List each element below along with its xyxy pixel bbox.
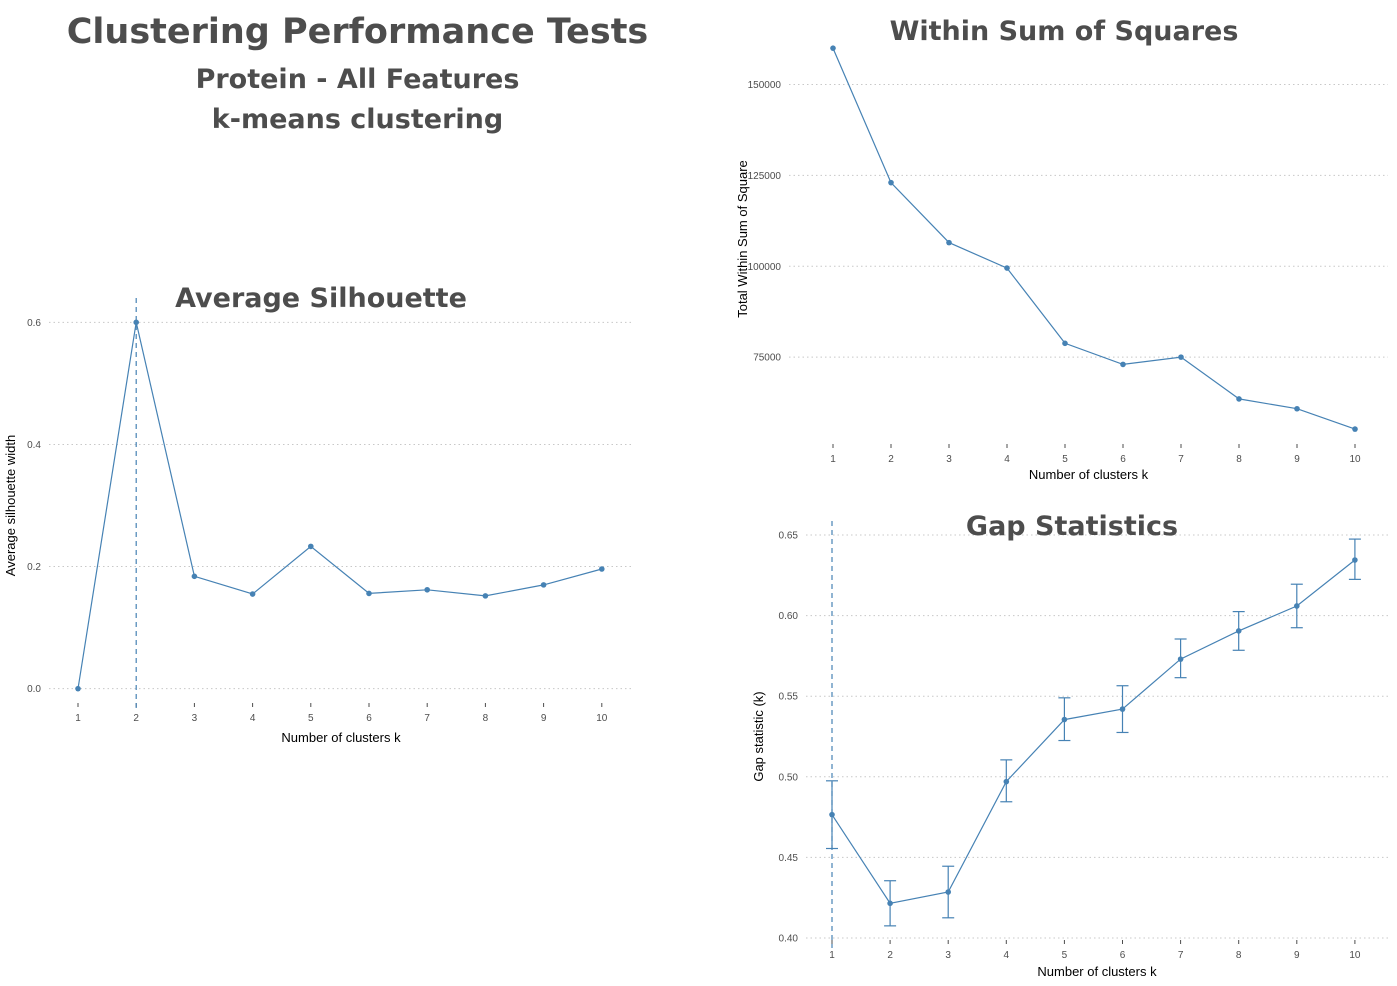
gap-x-axis-label: Number of clusters k bbox=[1037, 964, 1157, 979]
silhouette-data-point bbox=[133, 319, 139, 326]
silhouette-data-point bbox=[191, 573, 198, 580]
wss-xtick-label: 8 bbox=[1236, 454, 1242, 465]
silhouette-xtick-label: 2 bbox=[133, 713, 139, 724]
gap-y-axis-label: Gap statistic (k) bbox=[751, 691, 766, 781]
silhouette-x-axis-label: Number of clusters k bbox=[281, 730, 401, 745]
gap-xtick-label: 1 bbox=[829, 950, 835, 961]
gap-data-point bbox=[1294, 603, 1300, 609]
wss-data-point bbox=[1352, 426, 1358, 432]
gap-xtick-label: 4 bbox=[1004, 950, 1010, 961]
wss-series-line bbox=[832, 47, 1356, 430]
gap-title: Gap Statistics bbox=[966, 511, 1178, 542]
silhouette-xtick-label: 5 bbox=[308, 713, 314, 724]
gap-series-line bbox=[831, 559, 1356, 904]
silhouette-title: Average Silhouette bbox=[175, 283, 467, 314]
silhouette-data-point bbox=[249, 591, 256, 597]
gap-data-point bbox=[1235, 628, 1242, 634]
wss-chart: 75000 100000 125000 150000 1 2 3 4 5 6 7 8 9 10 Within… bbox=[735, 16, 1388, 482]
silhouette-xtick-label: 4 bbox=[250, 713, 256, 724]
page-title: Clustering Performance Tests bbox=[66, 12, 649, 52]
wss-xtick-label: 9 bbox=[1294, 454, 1300, 465]
gap-xtick-label: 3 bbox=[945, 950, 951, 961]
wss-data-point bbox=[1062, 340, 1068, 347]
silhouette-xtick-label: 6 bbox=[366, 713, 372, 724]
silhouette-data-point bbox=[424, 586, 431, 593]
silhouette-series-line bbox=[77, 322, 602, 689]
gap-data-point bbox=[1119, 706, 1126, 712]
silhouette-data-point bbox=[366, 590, 372, 597]
silhouette-data-point bbox=[540, 582, 547, 588]
page-subtitle-method: k-means clustering bbox=[211, 104, 504, 135]
gap-ytick-label: 0.65 bbox=[779, 531, 799, 542]
wss-xtick-label: 4 bbox=[1004, 454, 1010, 465]
silhouette-xtick-label: 3 bbox=[192, 713, 198, 724]
gap-chart: 0.40 0.45 0.50 0.55 0.60 0.65 1 2 3 4 5 6 7 8 9 10 Gap S… bbox=[751, 511, 1388, 979]
gap-data-point bbox=[1003, 778, 1010, 785]
gap-ytick-label: 0.45 bbox=[779, 853, 799, 864]
silhouette-data-point bbox=[308, 543, 314, 550]
silhouette-xtick-label: 10 bbox=[596, 713, 608, 724]
wss-xtick-label: 7 bbox=[1178, 454, 1184, 465]
silhouette-xtick-label: 1 bbox=[75, 713, 81, 724]
gap-ytick-label: 0.60 bbox=[779, 611, 799, 622]
gap-xtick-label: 6 bbox=[1120, 950, 1126, 961]
gap-data-point bbox=[887, 900, 893, 907]
wss-data-point bbox=[830, 45, 836, 51]
silhouette-ytick-label: 0.0 bbox=[27, 684, 41, 695]
wss-xtick-label: 5 bbox=[1062, 454, 1068, 465]
wss-data-point bbox=[1178, 354, 1184, 360]
silhouette-xtick-label: 8 bbox=[483, 713, 489, 724]
silhouette-data-point bbox=[75, 685, 81, 692]
wss-data-point bbox=[888, 179, 894, 186]
silhouette-data-point bbox=[482, 593, 489, 599]
silhouette-ytick-label: 0.4 bbox=[27, 440, 41, 451]
wss-ytick-label: 75000 bbox=[753, 353, 781, 364]
silhouette-chart: 0.0 0.2 0.4 0.6 1 2 3 4 5 6 7 8 9 10 Average Silhouett… bbox=[3, 283, 633, 745]
gap-xtick-label: 10 bbox=[1349, 950, 1361, 961]
wss-y-axis-label: Total Within Sum of Square bbox=[735, 160, 750, 318]
wss-xtick-label: 10 bbox=[1349, 454, 1361, 465]
wss-xtick-label: 6 bbox=[1120, 454, 1126, 465]
gap-data-point bbox=[829, 811, 835, 818]
gap-data-point bbox=[945, 889, 951, 895]
wss-xtick-label: 3 bbox=[946, 454, 952, 465]
wss-data-point bbox=[1004, 265, 1010, 271]
gap-xtick-label: 8 bbox=[1236, 950, 1242, 961]
gap-data-point bbox=[1177, 656, 1184, 662]
gap-data-point bbox=[1061, 716, 1068, 723]
silhouette-ytick-label: 0.6 bbox=[27, 318, 41, 329]
silhouette-xtick-label: 9 bbox=[541, 713, 547, 724]
gap-xtick-label: 5 bbox=[1062, 950, 1068, 961]
wss-data-point bbox=[1120, 361, 1126, 368]
gap-data-point bbox=[1352, 557, 1358, 563]
gap-xtick-label: 9 bbox=[1294, 950, 1300, 961]
gap-ytick-label: 0.50 bbox=[779, 772, 799, 783]
gap-xtick-label: 2 bbox=[887, 950, 893, 961]
wss-data-point bbox=[1236, 396, 1242, 402]
silhouette-xtick-label: 7 bbox=[424, 713, 430, 724]
gap-ytick-label: 0.55 bbox=[779, 692, 799, 703]
gap-xtick-label: 7 bbox=[1178, 950, 1184, 961]
wss-ytick-label: 100000 bbox=[748, 262, 782, 273]
wss-x-axis-label: Number of clusters k bbox=[1029, 467, 1149, 482]
wss-data-point bbox=[1294, 405, 1300, 412]
wss-data-point bbox=[946, 239, 952, 246]
silhouette-ytick-label: 0.2 bbox=[27, 562, 41, 573]
wss-title: Within Sum of Squares bbox=[890, 16, 1239, 47]
page-subtitle: Protein - All Features bbox=[195, 64, 520, 95]
wss-ytick-label: 150000 bbox=[748, 80, 782, 91]
silhouette-data-point bbox=[599, 566, 605, 572]
silhouette-y-axis-label: Average silhouette width bbox=[3, 435, 18, 576]
wss-ytick-label: 125000 bbox=[748, 171, 782, 182]
gap-ytick-label: 0.40 bbox=[779, 933, 799, 944]
wss-xtick-label: 1 bbox=[830, 454, 836, 465]
wss-xtick-label: 2 bbox=[888, 454, 894, 465]
